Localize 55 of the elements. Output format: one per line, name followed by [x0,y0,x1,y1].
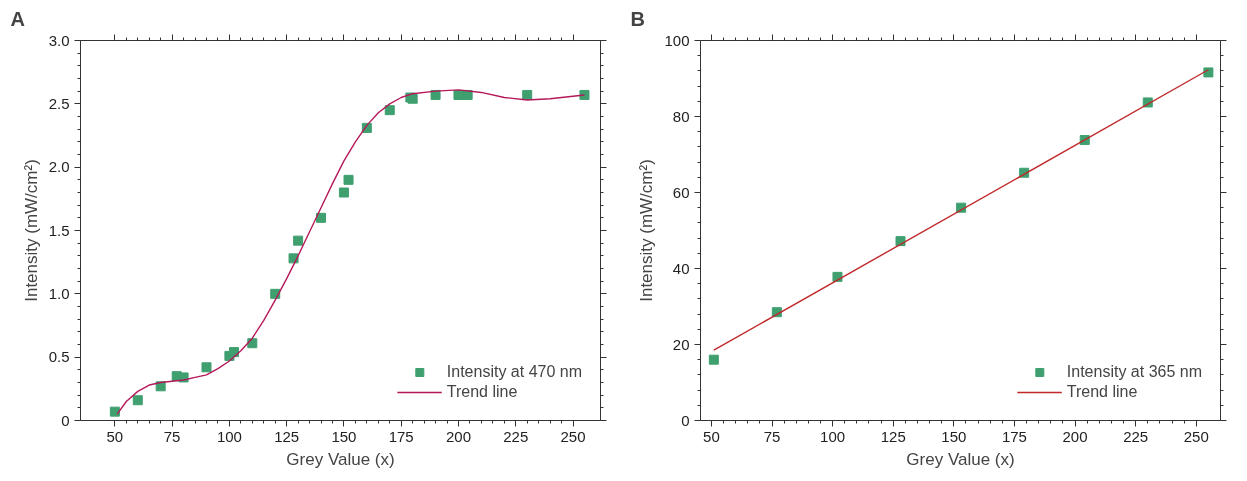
y-tick-label: 0.5 [48,348,70,366]
x-tick-label: 175 [1001,427,1027,445]
point [247,338,258,349]
y-axis-title: Intensity (mW/cm²) [637,159,657,302]
legend-label: Intensity at 470 nm [446,363,582,381]
point [579,89,590,100]
y-axis-title: Intensity (mW/cm²) [21,159,41,302]
x-tick-label: 200 [445,427,471,445]
y-tick-label: 1.0 [48,284,70,302]
x-tick-label: 125 [880,427,906,445]
x-tick-label: 100 [820,427,846,445]
x-tick-label: 150 [941,427,967,445]
y-tick-label: 1.5 [48,221,70,239]
x-tick-label: 250 [560,427,586,445]
x-tick-label: 75 [763,427,781,445]
y-tick-label: 20 [672,335,690,353]
x-tick-label: 225 [1123,427,1149,445]
point [293,235,304,246]
point [1203,67,1214,78]
x-tick-label: 175 [388,427,414,445]
x-tick-label: 50 [703,427,720,445]
point [316,212,327,223]
point [708,354,719,365]
point [228,347,239,358]
y-tick-label: 80 [672,107,690,125]
x-tick-label: 200 [1062,427,1088,445]
x-tick-label: 50 [106,427,124,445]
chart-title: B [630,7,645,30]
point [201,362,212,373]
x-tick-label: 150 [331,427,357,445]
x-axis-title: Grey Value (x) [286,449,395,469]
point [132,395,143,406]
y-tick-label: 2.5 [48,94,70,112]
x-tick-label: 225 [503,427,529,445]
y-tick-label: 60 [672,183,690,201]
x-tick-label: 100 [216,427,242,445]
legend-label: Trend line [446,383,518,401]
y-tick-label: 100 [664,31,690,49]
x-tick-label: 250 [1183,427,1209,445]
point [384,105,395,116]
y-tick-label: 2.0 [48,158,70,176]
chart-title: A [10,7,25,30]
point [109,406,120,417]
y-tick-label: 0 [681,411,690,429]
x-tick-label: 75 [163,427,181,445]
legend-label: Intensity at 365 nm [1066,363,1202,381]
y-tick-label: 40 [672,259,690,277]
legend-label: Trend line [1066,383,1138,401]
y-tick-label: 3.0 [48,31,70,49]
x-axis-title: Grey Value (x) [906,449,1015,469]
point [522,89,533,100]
point [338,187,349,198]
x-tick-label: 125 [274,427,300,445]
point [343,174,354,185]
y-tick-label: 0 [61,411,70,429]
